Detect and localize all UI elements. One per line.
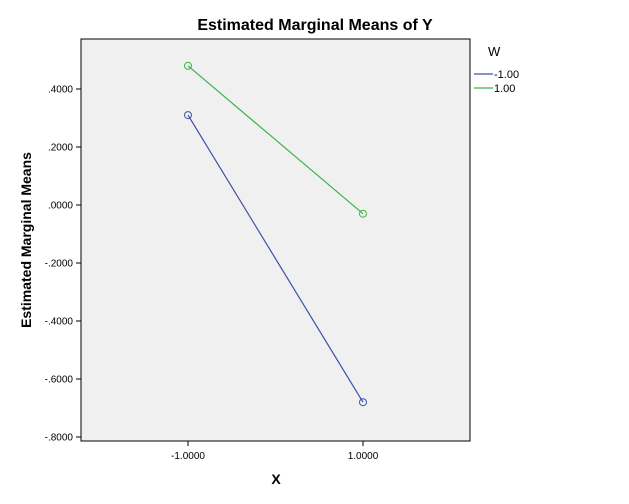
y-tick-label: .2000 xyxy=(48,143,73,154)
data-point xyxy=(359,209,367,218)
y-tick-label: -.6000 xyxy=(45,375,74,386)
series-line xyxy=(187,114,364,403)
legend-title: W xyxy=(488,44,501,59)
y-tick-label: -.4000 xyxy=(45,317,74,328)
data-point xyxy=(359,398,367,407)
series-layer xyxy=(184,61,367,407)
legend-entry: 1.00 xyxy=(494,83,515,95)
legend: W -1.00 1.00 xyxy=(474,44,519,95)
x-tick-label: -1.0000 xyxy=(171,451,205,462)
plot-area xyxy=(80,38,471,442)
y-tick-label: -.8000 xyxy=(45,433,74,444)
y-axis: .4000 .2000 .0000 -.2000 -.4000 -.6000 -.8000 xyxy=(45,85,81,444)
series-line xyxy=(187,65,364,215)
x-tick-label: 1.0000 xyxy=(348,451,379,462)
data-point xyxy=(184,111,192,120)
data-point xyxy=(184,61,192,70)
y-tick-label: -.2000 xyxy=(45,259,74,270)
x-axis-title: X xyxy=(271,471,281,487)
x-axis: -1.0000 1.0000 xyxy=(171,441,379,462)
chart-title: Estimated Marginal Means of Y xyxy=(197,17,433,34)
y-tick-label: .4000 xyxy=(48,85,73,96)
legend-entry: -1.00 xyxy=(494,69,519,81)
y-axis-title: Estimated Marginal Means xyxy=(18,152,34,328)
y-tick-label: .0000 xyxy=(48,201,73,212)
